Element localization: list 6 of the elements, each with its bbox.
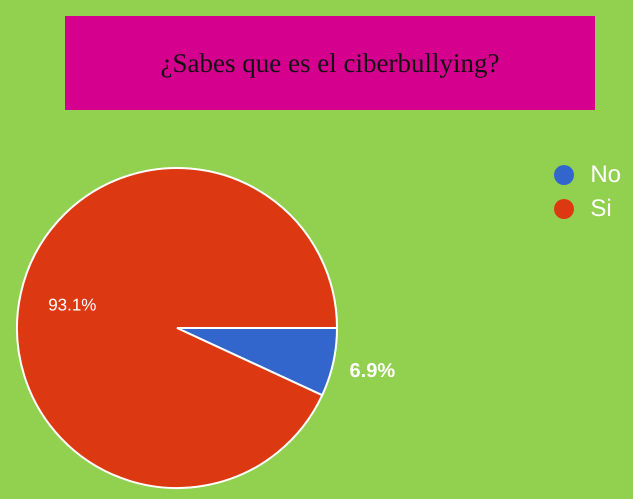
data-label: 93.1% <box>48 295 96 314</box>
legend-label: Si <box>590 195 612 223</box>
chart-title: ¿Sabes que es el ciberbullying? <box>65 16 595 110</box>
pie-slice <box>16 167 338 489</box>
legend-label: No <box>590 161 621 189</box>
data-label: 6.9% <box>350 360 396 382</box>
